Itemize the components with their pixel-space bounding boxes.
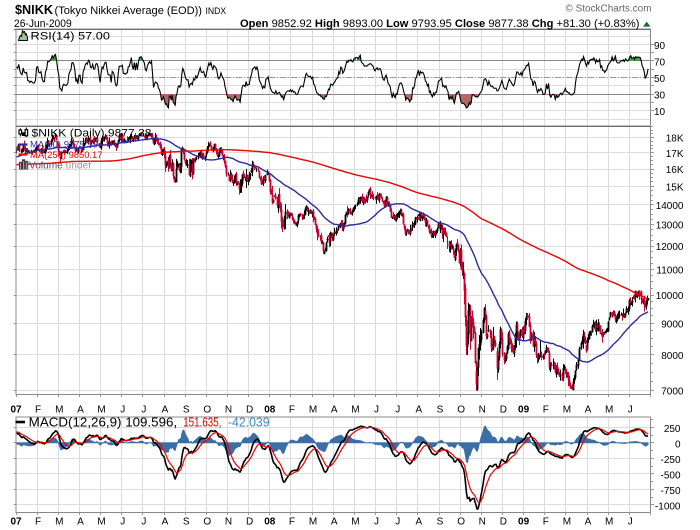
svg-text:J: J [628,405,633,416]
svg-text:J: J [628,517,633,528]
svg-text:10: 10 [654,107,666,118]
svg-text:M: M [563,517,571,528]
svg-text:A: A [331,517,338,528]
svg-text:A: A [331,405,338,416]
svg-text:0: 0 [675,439,681,450]
svg-text:N: N [225,517,232,528]
svg-text:Open 9852.92 High 9893.00 Low: Open 9852.92 High 9893.00 Low 9793.95 Cl… [240,18,640,30]
svg-text:(Tokyo Nikkei Average (EOD)): (Tokyo Nikkei Average (EOD)) [55,5,203,17]
svg-text:M: M [351,517,359,528]
svg-text:M: M [55,517,63,528]
svg-text:A: A [415,405,422,416]
svg-text:08: 08 [264,405,276,416]
svg-text:M: M [97,405,105,416]
svg-text:A: A [77,405,84,416]
svg-text:O: O [457,517,465,528]
svg-text:O: O [203,405,211,416]
svg-text:M: M [563,405,571,416]
svg-text:26-Jun-2009: 26-Jun-2009 [14,18,72,30]
svg-text:J: J [120,405,125,416]
svg-text:9000: 9000 [661,319,684,330]
svg-text:13000: 13000 [656,221,684,232]
svg-text:F: F [289,405,295,416]
svg-text:S: S [183,517,190,528]
svg-text:14000: 14000 [656,201,684,212]
svg-text:© StockCharts.com: © StockCharts.com [566,4,652,15]
svg-text:F: F [35,517,41,528]
svg-text:F: F [543,517,549,528]
svg-text:D: D [246,405,253,416]
svg-text:A: A [162,517,169,528]
svg-text:70: 70 [654,58,666,69]
svg-text:O: O [457,405,465,416]
svg-text:S: S [183,405,190,416]
svg-text:7000: 7000 [661,387,684,398]
svg-text:8000: 8000 [661,351,684,362]
svg-text:-1000: -1000 [655,501,681,512]
svg-text:S: S [437,405,444,416]
svg-text:J: J [374,405,379,416]
svg-text:-250: -250 [660,455,680,466]
svg-text:D: D [500,405,507,416]
svg-text:MA(50) 9375.59: MA(50) 9375.59 [30,140,98,151]
svg-text:-42.039: -42.039 [228,415,270,429]
svg-text:16K: 16K [666,165,684,176]
svg-text:$NIKK: $NIKK [15,2,54,17]
svg-text:12000: 12000 [656,242,684,253]
svg-text:17K: 17K [666,149,684,160]
svg-text:N: N [225,405,232,416]
svg-text:09: 09 [518,517,530,528]
svg-text:-500: -500 [660,470,680,481]
svg-text:RSI(14) 57.00: RSI(14) 57.00 [31,31,111,43]
svg-text:A: A [585,405,592,416]
svg-text:F: F [35,405,41,416]
svg-text:J: J [120,517,125,528]
svg-text:J: J [141,517,146,528]
svg-text:90: 90 [654,41,666,52]
svg-text:08: 08 [264,517,276,528]
svg-text:A: A [162,405,169,416]
svg-text:A: A [585,517,592,528]
svg-text:30: 30 [654,91,666,102]
svg-text:J: J [141,405,146,416]
svg-text:-750: -750 [660,486,680,497]
svg-text:Volume undef: Volume undef [29,161,91,172]
svg-text:S: S [437,517,444,528]
svg-text:M: M [55,405,63,416]
svg-text:M: M [351,405,359,416]
svg-text:18K: 18K [666,134,684,145]
svg-text:J: J [374,517,379,528]
svg-text:M: M [605,517,613,528]
svg-text:F: F [289,517,295,528]
svg-text:M: M [605,405,613,416]
svg-text:50: 50 [654,74,666,85]
svg-text:07: 07 [10,517,22,528]
svg-text:N: N [479,517,486,528]
svg-text:J: J [395,517,400,528]
svg-text:10000: 10000 [656,291,684,302]
svg-text:O: O [203,517,211,528]
svg-text:J: J [395,405,400,416]
svg-text:09: 09 [518,405,530,416]
svg-text:A: A [77,517,84,528]
svg-text:D: D [246,517,253,528]
svg-text:N: N [479,405,486,416]
svg-text:MACD(12,26,9) 109.596,: MACD(12,26,9) 109.596, [29,415,178,429]
svg-text:M: M [309,517,317,528]
svg-text:151.635,: 151.635, [183,415,221,429]
svg-text:07: 07 [10,405,22,416]
svg-text:INDX: INDX [206,6,227,17]
svg-text:D: D [500,517,507,528]
svg-text:F: F [543,405,549,416]
svg-text:M: M [309,405,317,416]
svg-text:MA(250) 9850.17: MA(250) 9850.17 [30,150,103,161]
svg-text:M: M [97,517,105,528]
svg-text:A: A [415,517,422,528]
svg-text:11000: 11000 [656,266,684,277]
svg-text:$NIKK (Daily) 9877.38: $NIKK (Daily) 9877.38 [32,127,152,139]
svg-text:250: 250 [664,424,681,435]
svg-text:15K: 15K [666,182,684,193]
